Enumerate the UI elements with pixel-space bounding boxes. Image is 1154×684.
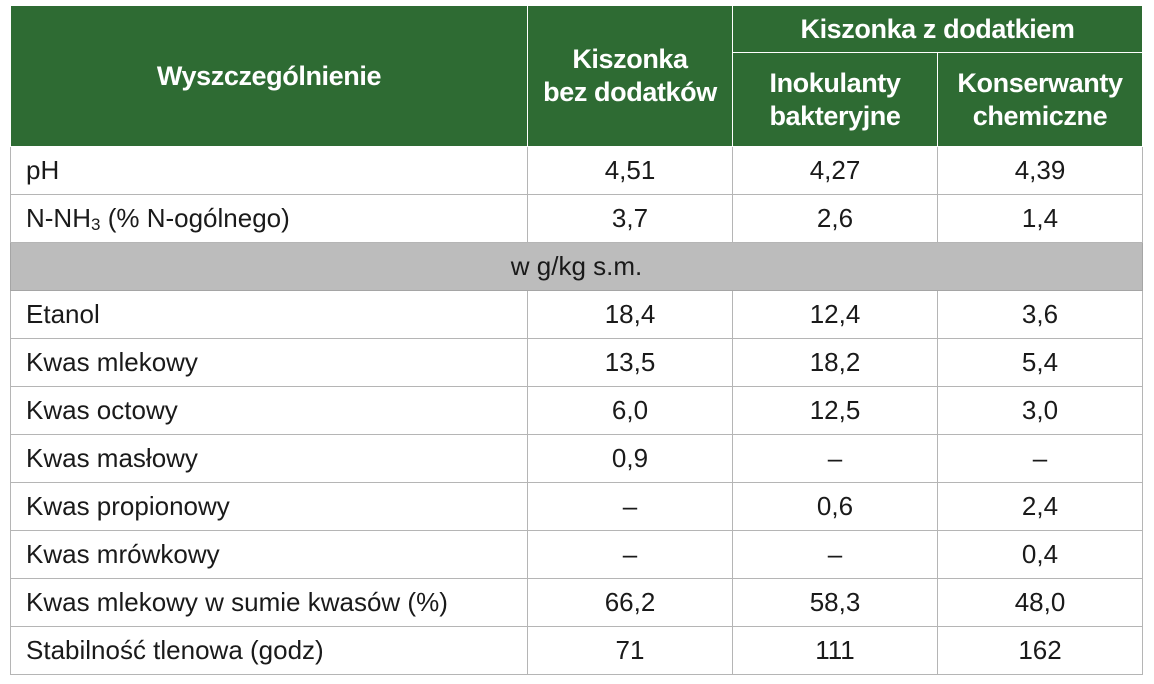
cell-no-additives: 71 [527, 626, 733, 675]
header-inoculants-line1: Inokulanty [769, 67, 901, 98]
table-header: Wyszczególnienie Kiszonka bez dodatków K… [10, 5, 1144, 147]
cell-no-additives: – [527, 482, 733, 531]
header-no-additives-line2: bez dodatków [543, 77, 717, 107]
section-unit-label: w g/kg s.m. [9, 242, 1144, 291]
cell-inoculants: 0,6 [732, 482, 938, 531]
header-no-additives: Kiszonka bez dodatków [527, 5, 733, 147]
cell-preservatives: 1,4 [936, 194, 1144, 243]
header-bacterial-inoculants: Inokulanty bakteryjne [732, 52, 938, 147]
table-row: Etanol 18,4 12,4 3,6 [10, 290, 1144, 339]
cell-inoculants: 12,4 [732, 290, 938, 339]
row-label: Kwas masłowy [10, 434, 528, 483]
cell-preservatives: 162 [936, 626, 1144, 675]
header-specification: Wyszczególnienie [10, 5, 528, 147]
cell-preservatives: 0,4 [936, 530, 1144, 579]
cell-no-additives: – [527, 530, 733, 579]
cell-no-additives: 66,2 [527, 578, 733, 627]
nnh3-label-subscript: 3 [91, 215, 101, 234]
header-with-additives-label: Kiszonka z dodatkiem [800, 13, 1075, 44]
nnh3-label-suffix: (% N-ogólnego) [100, 203, 290, 233]
table-row: Kwas mlekowy 13,5 18,2 5,4 [10, 338, 1144, 387]
cell-inoculants: 111 [732, 626, 938, 675]
header-with-additives-group: Kiszonka z dodatkiem [731, 5, 1144, 53]
row-label: Stabilność tlenowa (godz) [10, 626, 528, 675]
cell-inoculants: 4,27 [732, 146, 938, 195]
cell-no-additives: 18,4 [527, 290, 733, 339]
table-body: pH 4,51 4,27 4,39 N-NH3 (% N-ogólnego) 3… [9, 146, 1144, 675]
row-label: Kwas octowy [10, 386, 528, 435]
cell-no-additives: 6,0 [527, 386, 733, 435]
silage-table-container: Wyszczególnienie Kiszonka bez dodatków K… [9, 5, 1144, 675]
row-label: Kwas propionowy [10, 482, 528, 531]
cell-preservatives: 2,4 [936, 482, 1144, 531]
cell-preservatives: 4,39 [936, 146, 1144, 195]
table-row: Kwas propionowy – 0,6 2,4 [10, 482, 1144, 531]
table-row: Kwas mrówkowy – – 0,4 [10, 530, 1144, 579]
cell-inoculants: 12,5 [732, 386, 938, 435]
table-row: pH 4,51 4,27 4,39 [10, 146, 1144, 195]
table-row: Kwas mlekowy w sumie kwasów (%) 66,2 58,… [10, 578, 1144, 627]
cell-inoculants: 58,3 [732, 578, 938, 627]
cell-preservatives: – [936, 434, 1144, 483]
silage-composition-table: Wyszczególnienie Kiszonka bez dodatków K… [9, 5, 1144, 675]
table-row: Kwas masłowy 0,9 – – [10, 434, 1144, 483]
row-label: pH [10, 146, 528, 195]
header-preservatives-line1: Konserwanty [957, 67, 1123, 98]
row-label: Kwas mlekowy [10, 338, 528, 387]
cell-no-additives: 3,7 [527, 194, 733, 243]
cell-no-additives: 0,9 [527, 434, 733, 483]
header-specification-label: Wyszczególnienie [156, 60, 382, 91]
row-label: Kwas mrówkowy [10, 530, 528, 579]
row-label-nnh3: N-NH3 (% N-ogólnego) [10, 194, 528, 243]
cell-preservatives: 48,0 [936, 578, 1144, 627]
row-label: Etanol [10, 290, 528, 339]
cell-preservatives: 3,6 [936, 290, 1144, 339]
section-row: w g/kg s.m. [9, 242, 1144, 291]
cell-inoculants: 18,2 [732, 338, 938, 387]
table-row: N-NH3 (% N-ogólnego) 3,7 2,6 1,4 [10, 194, 1144, 243]
header-no-additives-line1: Kiszonka [572, 44, 688, 74]
cell-preservatives: 5,4 [936, 338, 1144, 387]
table-row: Kwas octowy 6,0 12,5 3,0 [10, 386, 1144, 435]
table-row: Stabilność tlenowa (godz) 71 111 162 [10, 626, 1144, 675]
row-label: Kwas mlekowy w sumie kwasów (%) [10, 578, 528, 627]
cell-no-additives: 4,51 [527, 146, 733, 195]
cell-inoculants: 2,6 [732, 194, 938, 243]
header-chemical-preservatives: Konserwanty chemiczne [936, 52, 1144, 147]
cell-inoculants: – [732, 434, 938, 483]
header-preservatives-line2: chemiczne [972, 100, 1108, 131]
nnh3-label-prefix: N-NH [26, 203, 91, 233]
header-inoculants-line2: bakteryjne [769, 100, 901, 131]
cell-inoculants: – [732, 530, 938, 579]
cell-no-additives: 13,5 [527, 338, 733, 387]
cell-preservatives: 3,0 [936, 386, 1144, 435]
